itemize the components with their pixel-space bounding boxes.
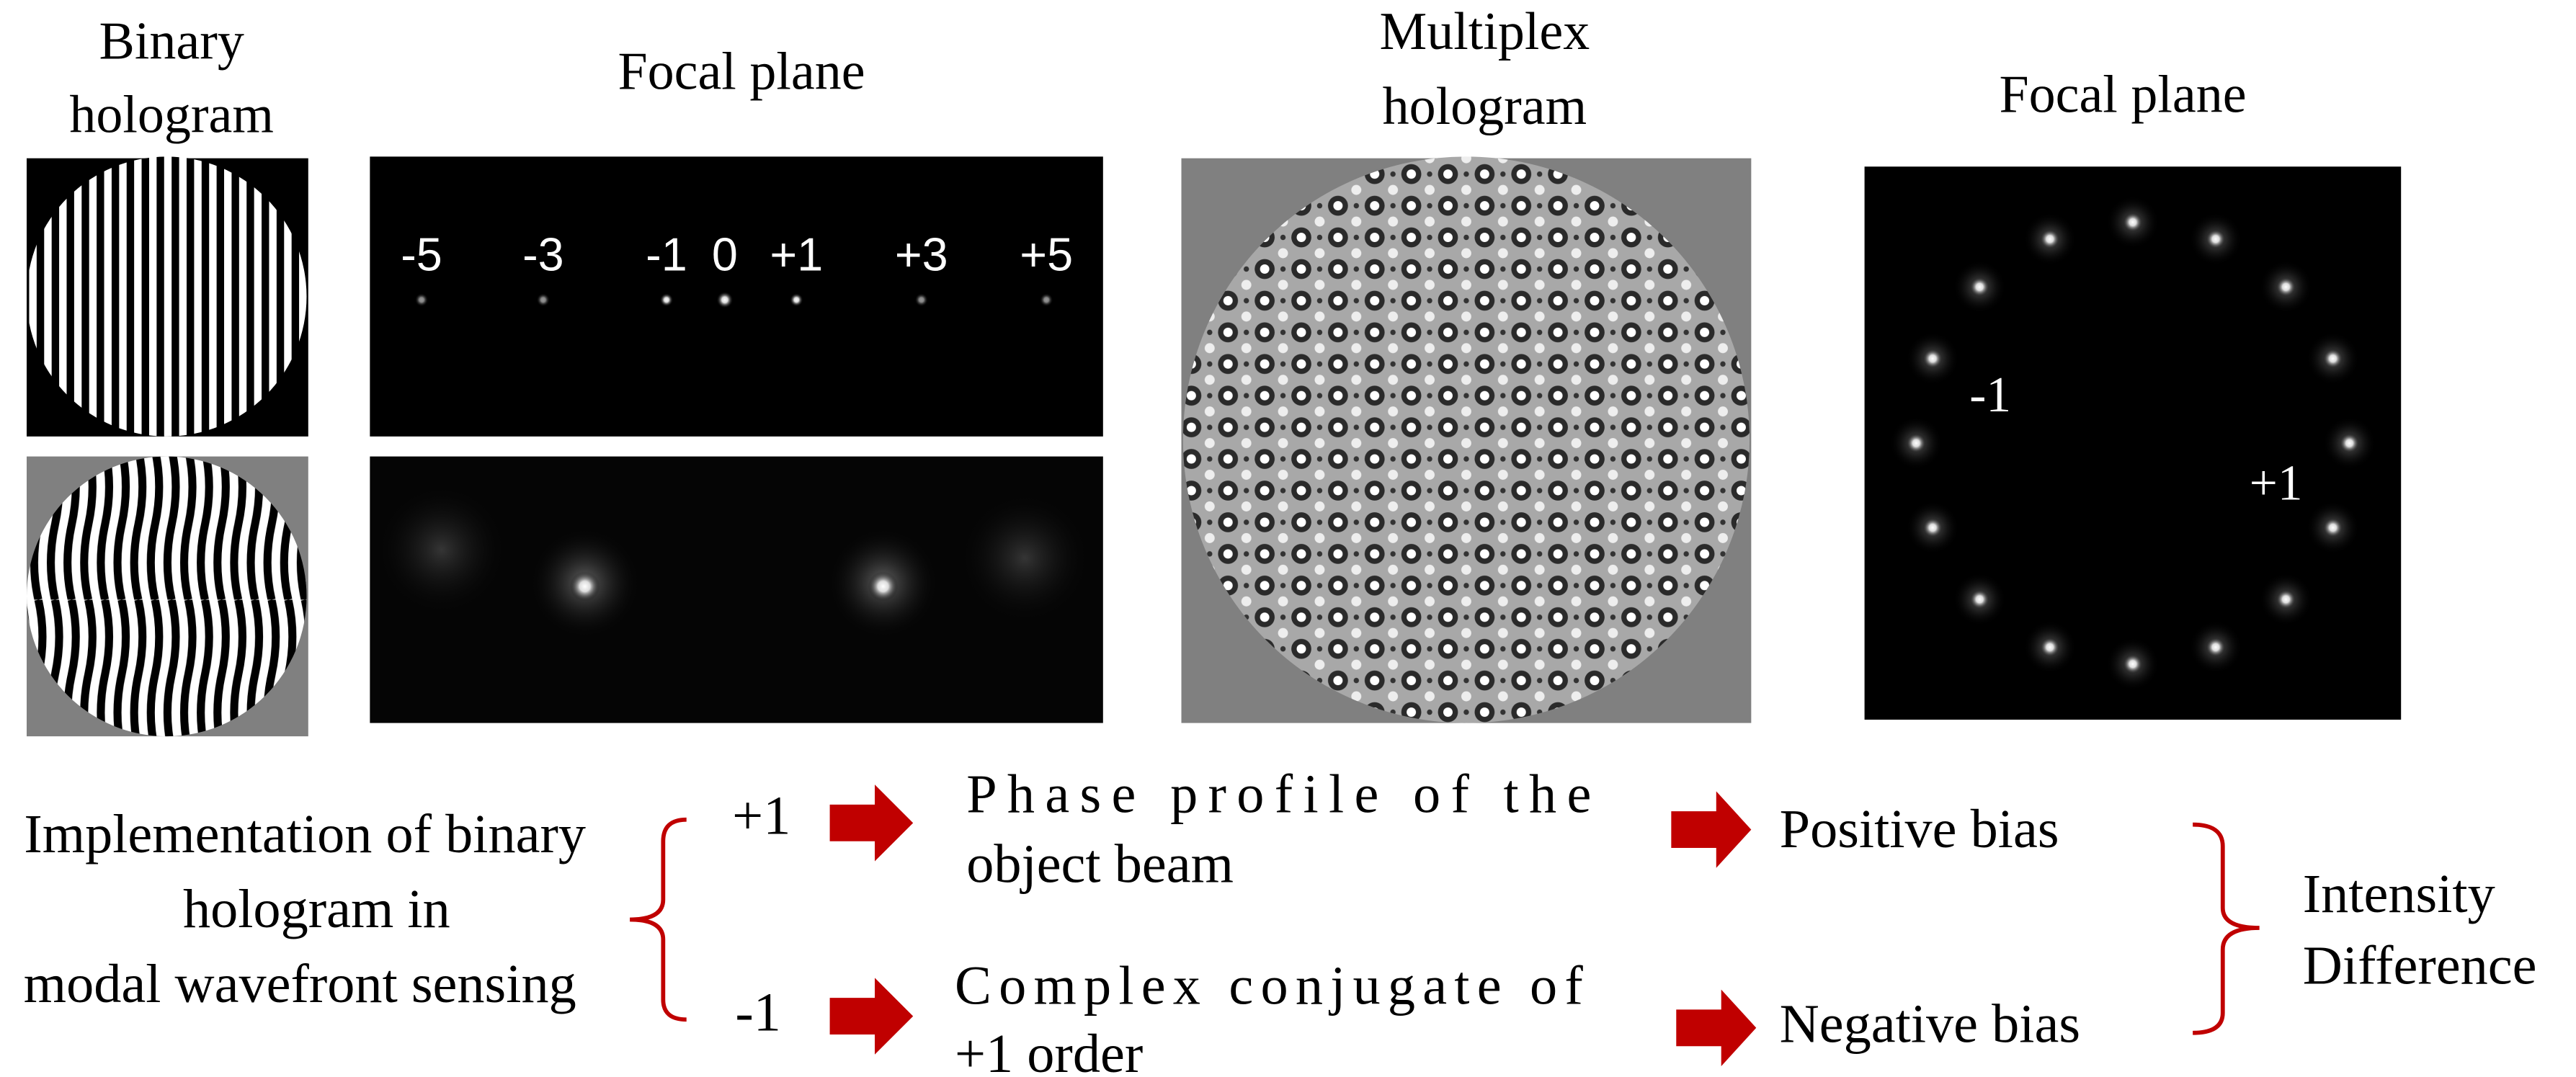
- outcome-line: Intensity: [2303, 863, 2495, 924]
- spot: [2206, 638, 2226, 658]
- spot: [2276, 589, 2296, 609]
- arrow: [830, 978, 914, 1054]
- spot: [2123, 213, 2143, 233]
- spot: [1969, 277, 1989, 297]
- header: Multiplex: [1379, 2, 1590, 61]
- header: Binary: [99, 12, 244, 71]
- spot: [1906, 433, 1926, 453]
- brace: [2193, 825, 2259, 1033]
- order-label: -3: [522, 228, 564, 281]
- branch-order: +1: [732, 785, 790, 846]
- outcome-line: Difference: [2303, 935, 2537, 996]
- binary-hologram: [27, 156, 306, 436]
- aberrated-hologram: [27, 457, 306, 736]
- result-line: +1 order: [955, 1023, 1143, 1077]
- arrow: [830, 785, 914, 861]
- header: Focal plane: [618, 42, 865, 101]
- bias-label: Positive bias: [1780, 798, 2059, 859]
- description-line: Implementation of binary: [24, 803, 586, 864]
- order-label: +5: [1020, 228, 1073, 281]
- order-label: -5: [401, 228, 442, 281]
- spot: [2323, 518, 2343, 538]
- spot: [2276, 277, 2296, 297]
- diffraction-spot: [660, 293, 673, 306]
- diffraction-spot: [915, 293, 928, 306]
- brace: [630, 820, 687, 1019]
- order-label: +1: [2250, 455, 2303, 511]
- result-line: Complex conjugate of: [955, 955, 1583, 1016]
- focal-plane-image: [1865, 166, 2402, 720]
- description-line: hologram in: [183, 878, 450, 939]
- spot: [2323, 349, 2343, 369]
- spot: [868, 571, 899, 602]
- multiplex-hologram: [1183, 156, 1750, 723]
- order-label: -1: [1969, 367, 2011, 423]
- arrow: [1671, 791, 1751, 867]
- diffraction-spot: [716, 292, 733, 308]
- spot: [2040, 229, 2060, 249]
- diffraction-spot: [1040, 293, 1053, 306]
- spot: [1922, 518, 1943, 538]
- diffraction-spot: [537, 293, 550, 306]
- bias-label: Negative bias: [1780, 993, 2080, 1055]
- arrow: [1676, 990, 1756, 1066]
- order-label: +1: [770, 228, 823, 281]
- spot-halo: [375, 483, 508, 617]
- spot: [2123, 654, 2143, 674]
- order-label: -1: [646, 228, 687, 281]
- spot: [2340, 433, 2360, 453]
- header: hologram: [69, 85, 274, 144]
- page: {"headers": {"binary_hologram": ["Binary…: [0, 0, 2576, 1077]
- spot: [570, 571, 600, 602]
- order-label: 0: [712, 228, 738, 281]
- spot: [1922, 349, 1943, 369]
- spot: [1969, 589, 1989, 609]
- spot: [2040, 638, 2060, 658]
- order-label: +3: [895, 228, 948, 281]
- result-line: object beam: [966, 834, 1234, 895]
- header: Focal plane: [1999, 66, 2246, 125]
- diffraction-spot: [415, 293, 428, 306]
- header: hologram: [1383, 77, 1587, 136]
- spot: [2206, 229, 2226, 249]
- result-line: Phase profile of the: [966, 763, 1591, 824]
- figure: Binary hologram Focal plane Multiplex ho…: [0, 0, 2576, 1077]
- focal-plane-image: [370, 156, 1102, 436]
- diffraction-spot: [790, 293, 803, 306]
- spot-halo: [958, 491, 1092, 625]
- branch-order: -1: [735, 981, 781, 1042]
- description-line: modal wavefront sensing: [24, 953, 576, 1014]
